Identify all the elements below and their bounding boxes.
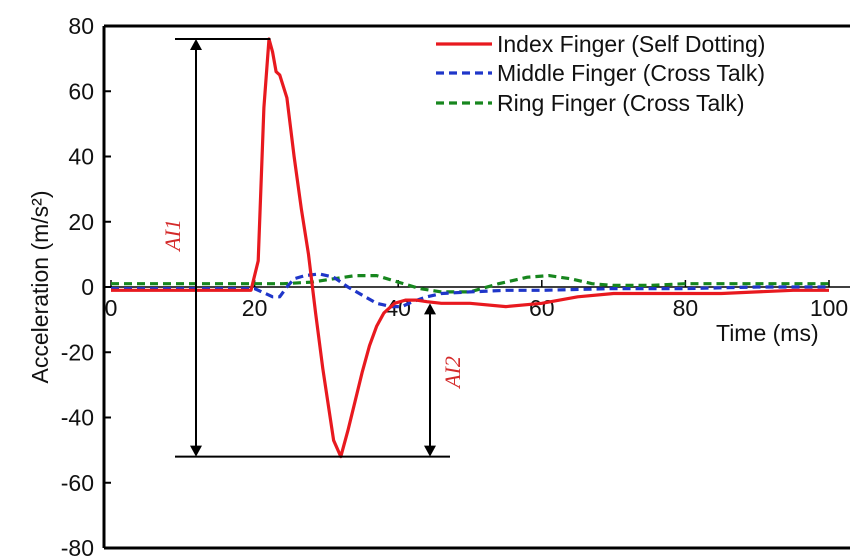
legend-label-1: Index Finger (Self Dotting) — [497, 31, 765, 57]
y-tick-label: 20 — [68, 209, 94, 235]
y-tick-label: 40 — [68, 144, 94, 170]
series-lines — [111, 37, 829, 459]
annotations: AI1 AI2 — [160, 38, 465, 458]
legend-label-3: Ring Finger (Cross Talk) — [497, 90, 745, 116]
legend: Index Finger (Self Dotting) Middle Finger… — [436, 31, 765, 116]
series-line-3 — [111, 274, 829, 294]
y-axis-label: Acceleration (m/s²) — [27, 191, 53, 384]
x-tick-label: 20 — [242, 295, 268, 321]
y-tick-label: -40 — [61, 405, 94, 431]
arrow-head — [190, 39, 202, 51]
legend-label-2: Middle Finger (Cross Talk) — [497, 60, 765, 86]
y-tick-label: -60 — [61, 470, 94, 496]
x-tick-labels: 0 20 40 60 80 100 — [105, 280, 848, 321]
series-line-1 — [111, 37, 829, 459]
y-tick-label: -80 — [61, 535, 94, 560]
y-tick-label: -20 — [61, 339, 94, 365]
ai1-label: AI1 — [160, 219, 185, 253]
x-tick-label: 100 — [810, 295, 848, 321]
y-tick-label: 0 — [81, 274, 94, 300]
y-tick-label: 60 — [68, 78, 94, 104]
x-axis-label: Time (ms) — [716, 320, 819, 346]
arrow-head — [424, 445, 436, 457]
x-tick-label: 60 — [529, 295, 555, 321]
series-line-2 — [111, 272, 829, 309]
arrow-head — [190, 445, 202, 457]
ai2-label: AI2 — [440, 356, 465, 390]
y-tick-label: 80 — [68, 13, 94, 39]
y-tick-labels: -80 -60 -40 -20 0 20 40 60 80 — [61, 13, 111, 560]
x-tick-label: 0 — [105, 295, 118, 321]
x-tick-label: 80 — [673, 295, 699, 321]
arrow-head — [424, 303, 436, 315]
